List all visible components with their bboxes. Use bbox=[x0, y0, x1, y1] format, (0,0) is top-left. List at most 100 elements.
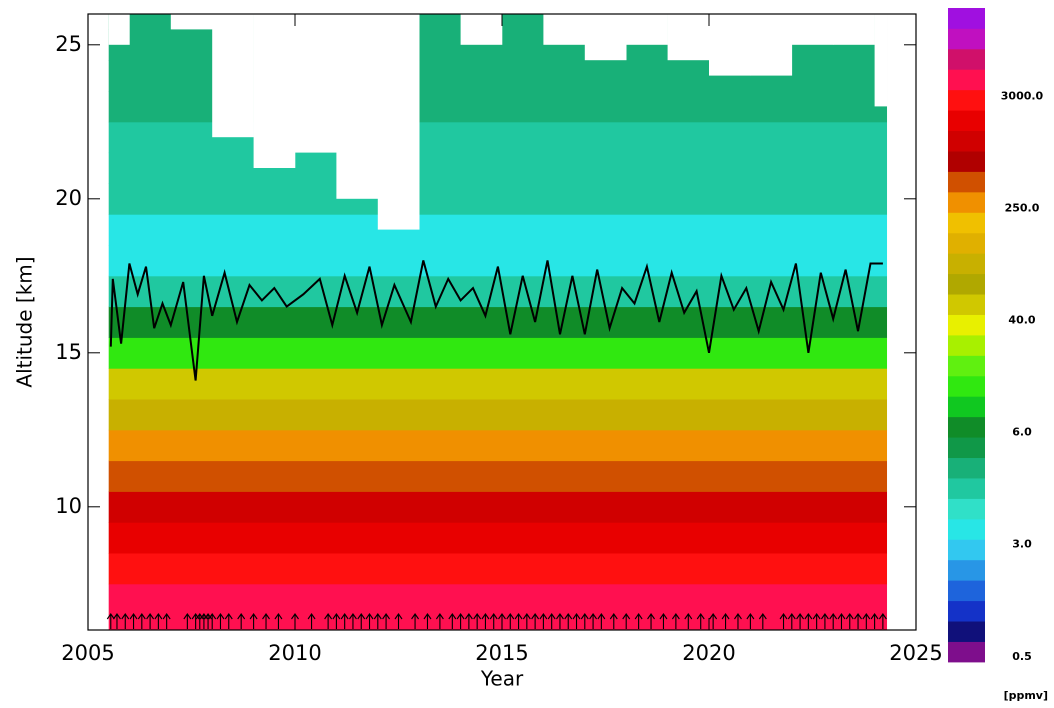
sounding-arrow bbox=[208, 613, 217, 629]
sounding-arrow bbox=[106, 613, 115, 629]
y-tick-label: 25 bbox=[55, 32, 82, 56]
field-cell bbox=[108, 399, 888, 431]
y-tick-label: 15 bbox=[55, 340, 82, 364]
colorbar-swatch bbox=[948, 498, 985, 520]
colorbar-swatch bbox=[948, 518, 985, 540]
sounding-arrow bbox=[531, 613, 540, 629]
sounding-arrow bbox=[435, 613, 444, 629]
overlay bbox=[87, 13, 917, 631]
colorbar-swatch bbox=[948, 457, 985, 479]
sounding-arrow bbox=[365, 613, 374, 629]
data-top bbox=[108, 14, 130, 45]
colorbar-tick-label: 250.0 bbox=[1005, 202, 1040, 215]
field-cell bbox=[108, 306, 888, 338]
sounding-arrow bbox=[820, 613, 829, 629]
data-top bbox=[377, 14, 420, 230]
colorbar-tick-label: 40.0 bbox=[1008, 314, 1035, 327]
data-top bbox=[543, 14, 586, 45]
colorbar-tick-label: 3000.0 bbox=[1001, 90, 1044, 103]
colorbar-swatch bbox=[948, 335, 985, 356]
colorbar-swatch bbox=[948, 416, 985, 438]
sounding-arrow bbox=[758, 613, 767, 629]
sounding-arrow bbox=[522, 613, 531, 629]
sounding-arrow bbox=[514, 613, 523, 629]
field-cell bbox=[108, 460, 888, 492]
x-tick-label: 2020 bbox=[682, 641, 735, 665]
sounding-arrow bbox=[804, 613, 813, 629]
sounding-arrow bbox=[137, 613, 146, 629]
colorbar-swatch bbox=[948, 437, 985, 459]
colorbar-swatch bbox=[948, 580, 985, 602]
sounding-arrow bbox=[489, 613, 498, 629]
colorbar-swatch bbox=[948, 130, 985, 152]
sounding-arrow bbox=[539, 613, 548, 629]
data-top bbox=[253, 14, 296, 168]
sounding-arrow bbox=[564, 613, 573, 629]
data-top bbox=[170, 14, 213, 30]
colorbar-swatch bbox=[948, 151, 985, 172]
sounding-arrow bbox=[870, 613, 879, 629]
x-tick-label: 2025 bbox=[889, 641, 942, 665]
colorbar-swatch bbox=[948, 191, 985, 213]
data-top bbox=[295, 14, 337, 153]
x-tick-label: 2010 bbox=[268, 641, 321, 665]
field-cell bbox=[108, 214, 888, 246]
y-tick-label: 10 bbox=[55, 494, 82, 518]
colorbar-swatch bbox=[948, 28, 985, 50]
sounding-arrow bbox=[684, 613, 693, 629]
sounding-arrow bbox=[262, 613, 270, 629]
sounding-arrow bbox=[659, 613, 668, 629]
sounding-arrow bbox=[249, 613, 258, 629]
y-axis-label: Altitude [km] bbox=[13, 256, 37, 387]
colorbar-swatch bbox=[948, 273, 985, 295]
sounding-arrow bbox=[183, 613, 192, 629]
field-cell bbox=[108, 491, 888, 523]
tropopause-line bbox=[109, 260, 883, 381]
colorbar-swatch bbox=[948, 621, 985, 642]
sounding-arrow bbox=[274, 613, 283, 629]
y-tick-label: 20 bbox=[55, 186, 82, 210]
sounding-arrow bbox=[411, 613, 420, 629]
sounding-arrow bbox=[837, 613, 846, 629]
data-top bbox=[833, 14, 875, 45]
sounding-arrow bbox=[829, 613, 838, 629]
colorbar-swatch bbox=[948, 171, 985, 193]
colorbar-swatch bbox=[948, 69, 985, 91]
sounding-arrow bbox=[349, 613, 357, 629]
field-cell bbox=[108, 583, 888, 616]
sounding-arrow bbox=[216, 613, 225, 629]
sounding-arrow bbox=[845, 613, 854, 629]
colorbar-swatch bbox=[948, 539, 985, 561]
data-top bbox=[460, 14, 503, 45]
sounding-arrow bbox=[709, 613, 718, 629]
colorbar-swatch bbox=[948, 600, 985, 622]
colorbar-swatch bbox=[948, 294, 985, 315]
data-top bbox=[626, 14, 668, 45]
sounding-arrow bbox=[609, 613, 618, 629]
field-cell bbox=[108, 183, 888, 215]
field-cell bbox=[108, 368, 888, 400]
colorbar-swatch bbox=[948, 212, 985, 234]
colorbar-swatch bbox=[948, 314, 985, 336]
sounding-arrow bbox=[878, 613, 887, 629]
field-cell bbox=[108, 522, 888, 554]
data-top bbox=[709, 14, 751, 76]
sounding-arrow bbox=[473, 613, 482, 629]
colorbar-swatch bbox=[948, 355, 985, 377]
sounding-arrow bbox=[154, 613, 163, 629]
x-tick-label: 2005 bbox=[61, 641, 114, 665]
sounding-arrow bbox=[382, 613, 391, 629]
colorbar-swatch bbox=[948, 559, 985, 581]
sounding-arrow bbox=[456, 613, 465, 629]
field-cell bbox=[108, 152, 888, 184]
field-cell bbox=[108, 429, 888, 462]
sounding-arrow bbox=[307, 613, 316, 629]
sounding-arrow bbox=[671, 613, 680, 629]
sounding-arrow bbox=[324, 613, 333, 629]
colorbar-unit: [ppmv] bbox=[1004, 689, 1048, 702]
colorbar-swatch bbox=[948, 232, 985, 254]
data-top bbox=[336, 14, 379, 199]
sounding-arrow bbox=[113, 613, 121, 629]
sounding-arrow bbox=[796, 613, 805, 629]
sounding-arrow bbox=[506, 613, 515, 629]
